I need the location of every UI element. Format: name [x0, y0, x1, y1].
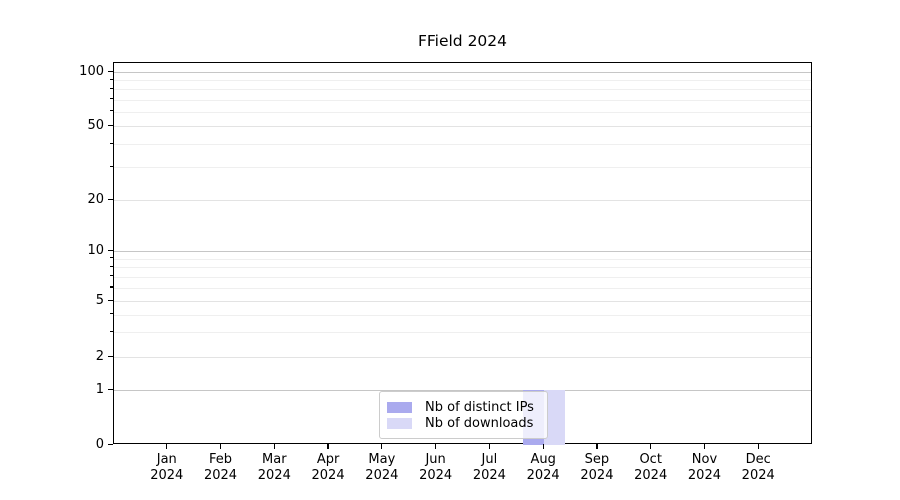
minor-gridline: [114, 258, 811, 260]
y-tick-mark: [108, 70, 113, 72]
x-tick-mark: [219, 444, 222, 449]
x-tick-mark: [381, 444, 383, 449]
legend-item-distinct-ips: Nb of distinct IPs: [387, 399, 539, 415]
minor-gridline: [114, 167, 811, 169]
y-tick-mark: [108, 299, 113, 301]
minor-gridline: [114, 99, 811, 101]
legend-swatch-downloads: [387, 417, 412, 429]
x-tick-mark: [757, 444, 759, 449]
chart-title: FField 2024: [417, 32, 508, 50]
y-minor-tick-mark: [110, 87, 113, 90]
plot-area: Nb of distinct IPs Nb of downloads: [113, 62, 812, 445]
x-tick-label: Mar 2024: [257, 452, 291, 483]
y-tick-mark: [108, 249, 113, 251]
legend-item-downloads: Nb of downloads: [387, 415, 539, 431]
y-minor-tick-mark: [110, 313, 113, 315]
legend-label-downloads: Nb of downloads: [425, 415, 534, 431]
x-tick-mark: [596, 444, 598, 449]
x-tick-label: Jun 2024: [419, 452, 453, 483]
major-gridline: [114, 357, 811, 358]
y-tick-mark: [108, 388, 113, 390]
y-tick-label: 20: [87, 191, 104, 207]
minor-gridline: [114, 80, 811, 82]
x-tick-label: Aug 2024: [526, 452, 560, 483]
x-tick-label: Jan 2024: [150, 452, 184, 483]
y-tick-label: 1: [95, 381, 104, 397]
major-gridline: [114, 126, 811, 127]
y-tick-label: 10: [87, 242, 104, 258]
y-minor-tick-mark: [110, 265, 113, 267]
y-tick-label: 5: [95, 292, 104, 308]
major-gridline: [114, 390, 811, 391]
y-tick-label: 0: [95, 436, 104, 452]
y-minor-tick-mark: [110, 142, 113, 144]
x-tick-label: Nov 2024: [687, 452, 721, 483]
x-tick-label: Sep 2024: [580, 452, 614, 483]
minor-gridline: [114, 89, 811, 91]
y-tick-label: 50: [87, 117, 104, 133]
x-tick-label: Apr 2024: [311, 452, 345, 483]
major-gridline: [114, 251, 811, 252]
x-tick-label: Dec 2024: [741, 452, 775, 483]
x-tick-mark: [488, 444, 490, 449]
major-gridline: [114, 301, 811, 302]
x-tick-mark: [542, 444, 544, 449]
minor-gridline: [114, 276, 811, 278]
minor-gridline: [114, 267, 811, 269]
x-tick-mark: [166, 444, 168, 449]
x-tick-mark: [273, 444, 275, 449]
major-gridline: [114, 72, 811, 73]
y-minor-tick-mark: [110, 257, 113, 259]
legend: Nb of distinct IPs Nb of downloads: [379, 391, 548, 439]
x-tick-mark: [327, 444, 329, 449]
y-minor-tick-mark: [110, 330, 113, 332]
x-tick-label: Oct 2024: [634, 452, 668, 483]
x-tick-mark: [703, 444, 706, 449]
x-tick-mark: [435, 444, 437, 449]
y-tick-mark: [108, 355, 113, 357]
x-tick-label: Jul 2024: [472, 452, 506, 483]
minor-gridline: [114, 314, 811, 316]
y-tick-label: 100: [79, 63, 104, 79]
minor-gridline: [114, 287, 811, 289]
y-minor-tick-mark: [110, 165, 113, 167]
x-tick-label: Feb 2024: [203, 452, 238, 483]
major-gridline: [114, 200, 811, 201]
y-minor-tick-mark: [110, 110, 113, 112]
y-minor-tick-mark: [110, 78, 113, 80]
minor-gridline: [114, 144, 811, 146]
y-minor-tick-mark: [110, 98, 113, 100]
y-tick-mark: [108, 124, 113, 126]
y-minor-tick-mark: [110, 275, 113, 277]
y-tick-label: 2: [95, 348, 104, 364]
legend-swatch-distinct-ips: [387, 401, 412, 413]
y-tick-mark: [108, 443, 113, 445]
minor-gridline: [114, 332, 811, 334]
legend-label-distinct-ips: Nb of distinct IPs: [425, 399, 534, 415]
y-tick-mark: [108, 198, 113, 200]
bar-downloads: [544, 390, 566, 445]
y-minor-tick-mark: [110, 286, 113, 288]
x-tick-mark: [650, 444, 652, 449]
x-tick-label: May 2024: [365, 452, 399, 483]
minor-gridline: [114, 111, 811, 113]
